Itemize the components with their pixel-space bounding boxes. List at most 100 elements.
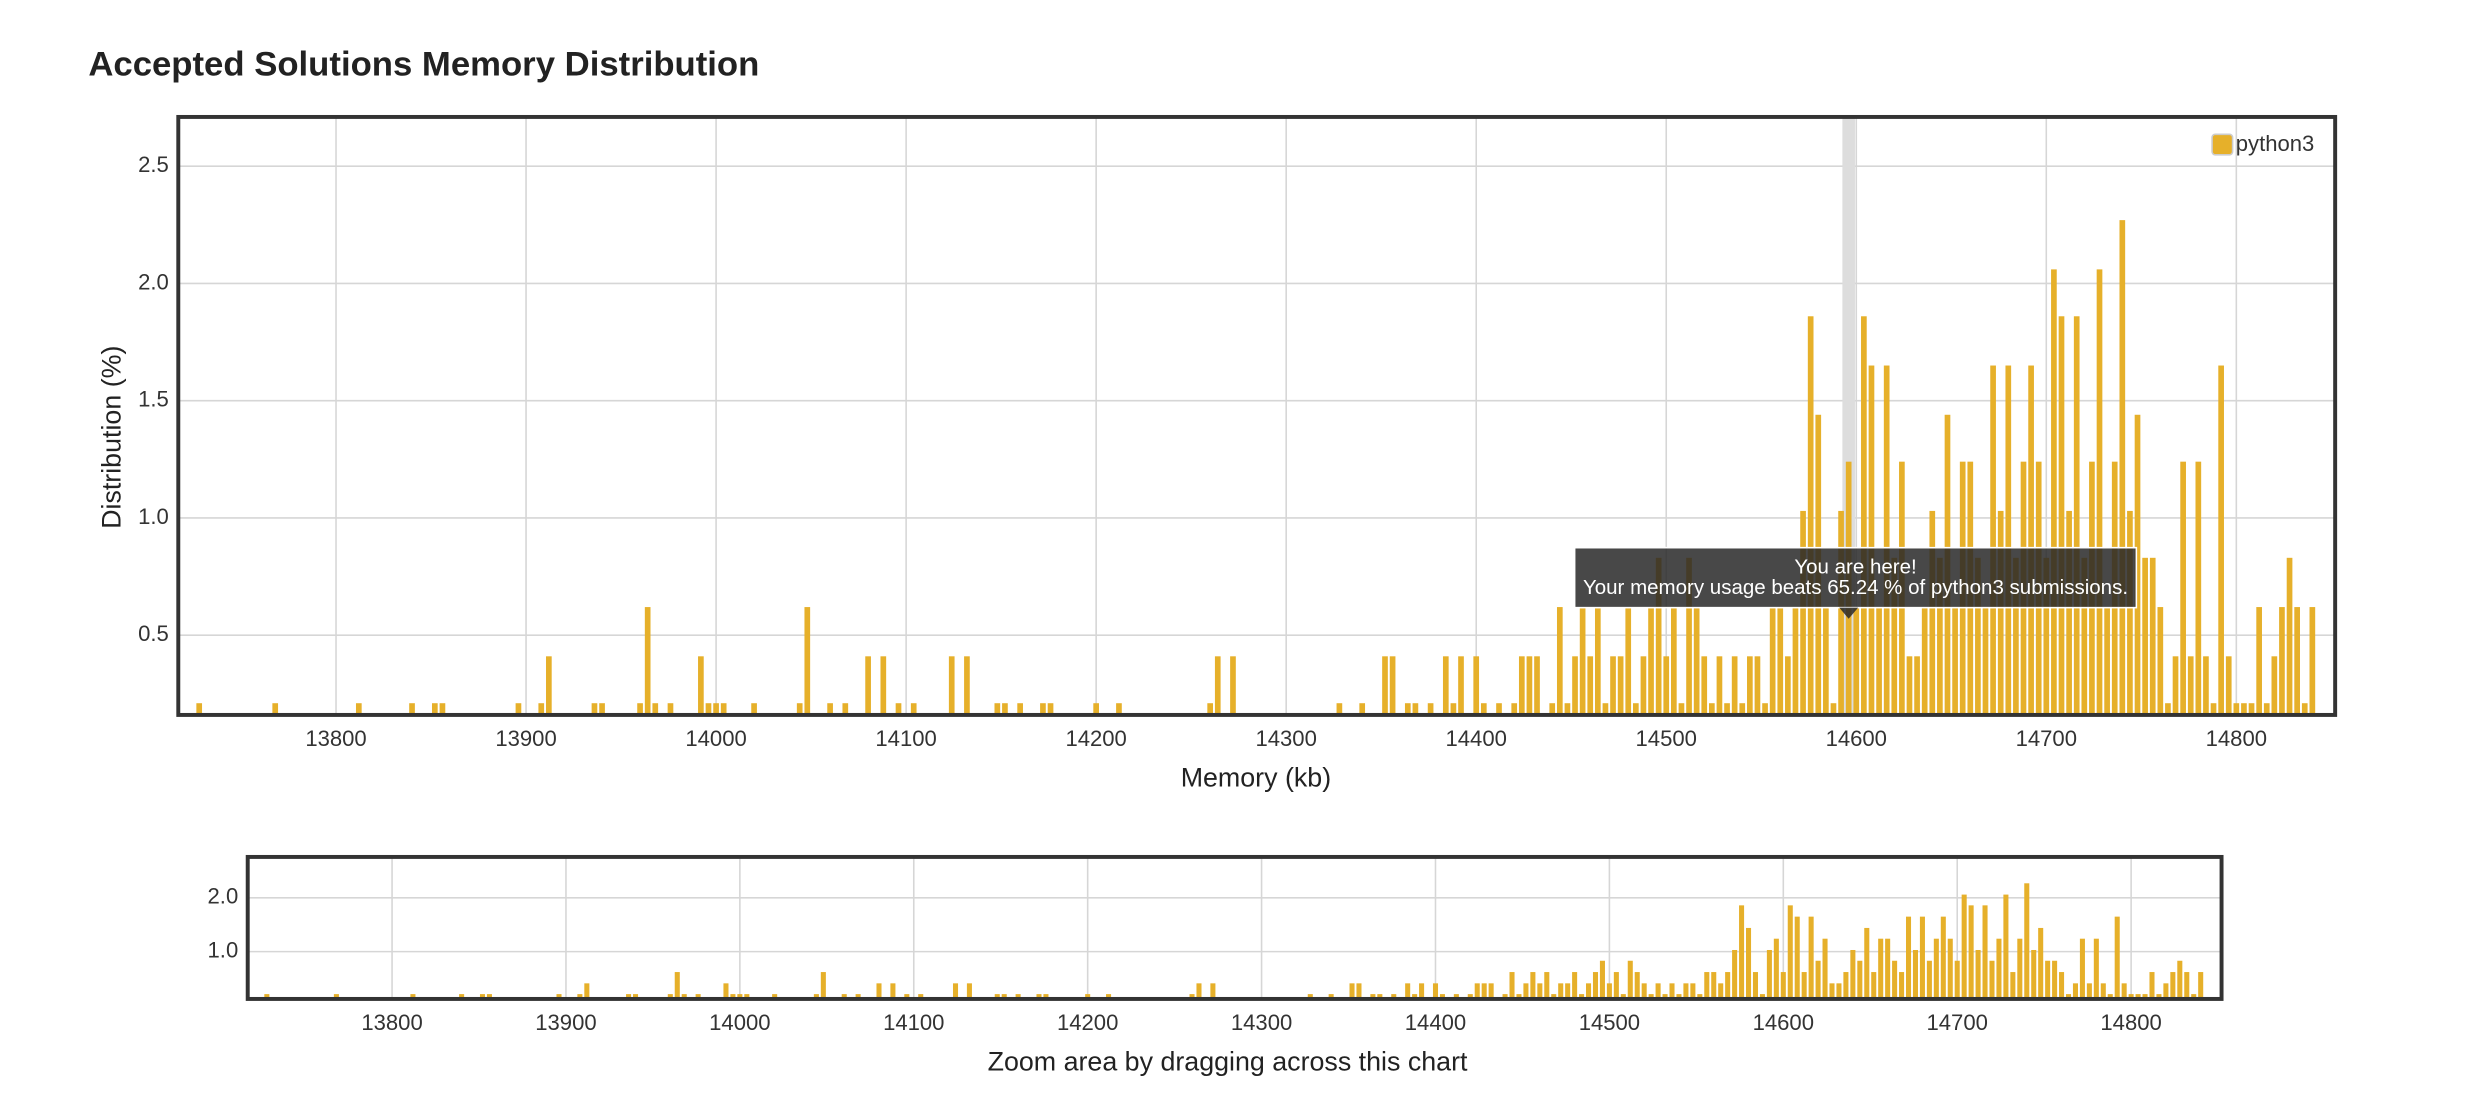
bar: [1823, 607, 1829, 715]
x-tick-label: 14000: [709, 1010, 770, 1035]
bar: [1773, 938, 1779, 999]
bar: [1801, 972, 1807, 999]
bar: [1641, 983, 1647, 999]
bar: [637, 703, 643, 715]
bar: [1899, 972, 1905, 999]
bar: [479, 994, 486, 999]
bar: [2072, 983, 2078, 999]
bar: [264, 994, 270, 999]
bar: [695, 994, 701, 999]
bar: [1990, 365, 1996, 715]
x-tick-label: 14200: [1065, 726, 1126, 751]
bar: [2017, 938, 2023, 999]
bar: [2256, 607, 2262, 715]
bar: [1947, 938, 1953, 999]
bar: [2135, 994, 2141, 999]
bar: [1769, 607, 1776, 715]
bar: [1663, 656, 1670, 715]
bar: [1377, 994, 1383, 999]
plot-background: [178, 116, 2336, 715]
bar: [1230, 656, 1236, 715]
plot-border: [176, 114, 2338, 717]
bar: [2286, 557, 2293, 715]
bar: [2086, 983, 2092, 999]
bar: [1746, 927, 1752, 999]
navigator-label: Zoom area by dragging across this chart: [988, 1047, 1468, 1077]
bar: [515, 703, 522, 715]
bar: [1739, 905, 1745, 999]
bar: [1537, 983, 1543, 999]
bar: [1815, 960, 1821, 999]
x-tick-label: 13800: [305, 726, 366, 751]
bar: [1711, 972, 1717, 999]
bar: [1794, 916, 1800, 999]
bar: [1496, 703, 1502, 715]
bar: [486, 994, 492, 999]
bar: [895, 703, 902, 715]
bar: [1868, 365, 1875, 715]
bar: [2005, 365, 2012, 715]
bar: [556, 994, 562, 999]
bar: [431, 703, 438, 715]
bar: [1602, 703, 1609, 715]
bar: [2142, 994, 2148, 999]
bar: [1926, 960, 1932, 999]
bar: [952, 983, 959, 999]
bar: [1892, 960, 1898, 999]
x-tick-label: 14800: [2206, 726, 2267, 751]
bar: [1196, 983, 1202, 999]
tooltip-text: Your memory usage beats 65.24 % of pytho…: [1583, 576, 2128, 599]
bar: [1427, 703, 1434, 715]
bar: [538, 703, 545, 715]
bar: [2100, 983, 2106, 999]
bar: [1442, 656, 1449, 715]
bar: [1725, 972, 1731, 999]
bar: [1701, 656, 1708, 715]
bar: [1116, 703, 1122, 715]
bar: [1370, 994, 1376, 999]
x-tick-label: 13900: [495, 726, 556, 751]
bar: [2079, 938, 2085, 999]
bar: [1871, 972, 1877, 999]
bar: [1822, 938, 1828, 999]
bar: [1954, 960, 1960, 999]
bar: [626, 994, 632, 999]
bar: [2058, 316, 2065, 715]
x-tick-label: 14100: [875, 726, 936, 751]
bar: [1526, 656, 1533, 715]
legend-label: python3: [2236, 131, 2315, 156]
bar: [994, 994, 1000, 999]
bar: [1509, 972, 1515, 999]
bar: [2038, 927, 2044, 999]
x-tick-label: 14600: [1826, 726, 1887, 751]
bar: [730, 994, 736, 999]
bar: [2157, 607, 2164, 715]
bar: [918, 994, 924, 999]
bar: [1762, 703, 1768, 715]
bar: [1940, 916, 1946, 999]
bar: [964, 656, 970, 715]
tooltip-box: [1573, 546, 2138, 609]
y-tick-label: 0.5: [138, 621, 169, 646]
bar: [2073, 316, 2080, 715]
bar: [1690, 983, 1696, 999]
bar: [1617, 656, 1624, 715]
bar: [1678, 703, 1685, 715]
bar: [1739, 703, 1746, 715]
bar: [2149, 557, 2156, 715]
bar: [813, 994, 819, 999]
bar: [1450, 703, 1457, 715]
bar: [2121, 983, 2127, 999]
x-tick-label: 14600: [1753, 1010, 1814, 1035]
bar: [1732, 949, 1738, 999]
bar: [1356, 983, 1362, 999]
bar: [1648, 994, 1654, 999]
bar: [1579, 607, 1586, 715]
bar: [1502, 994, 1508, 999]
bar: [2010, 972, 2016, 999]
x-tick-label: 14300: [1231, 1010, 1292, 1035]
bar: [1093, 703, 1099, 715]
bar: [1891, 557, 1898, 715]
bar: [1919, 916, 1925, 999]
